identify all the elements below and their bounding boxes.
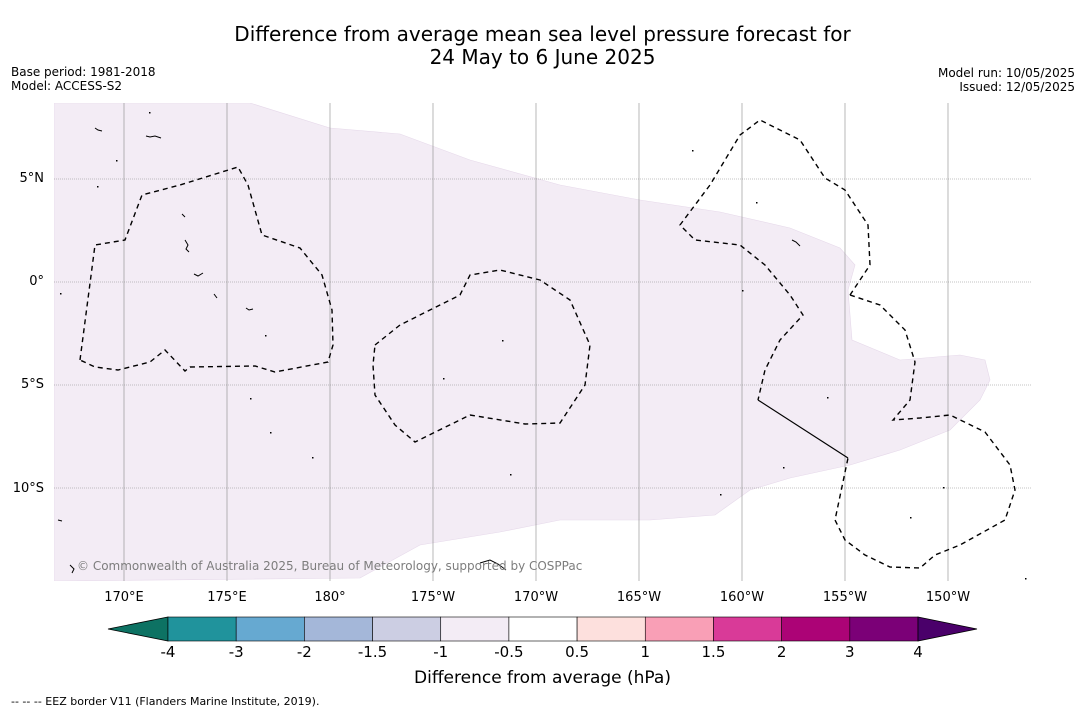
eez-french-polynesia <box>834 294 1016 569</box>
colorbar-tick-label: -2 <box>296 643 312 661</box>
colorbar-tick-label: -1.5 <box>357 643 388 661</box>
lon-label-150w: 150°W <box>925 590 971 605</box>
colorbar-segment <box>440 616 510 642</box>
colorbar-segment <box>304 616 373 642</box>
colorbar-segment <box>644 616 714 642</box>
colorbar-tick-label: -0.5 <box>494 643 524 661</box>
colorbar-tick-label: 1 <box>640 643 651 661</box>
colorbar-tick-label: 1.5 <box>701 643 726 661</box>
colorbar-segment <box>508 616 578 642</box>
title-line-2: 24 May to 6 June 2025 <box>429 45 656 69</box>
colorbar-segment <box>372 616 442 642</box>
colorbar-tick-label: 0.5 <box>565 643 589 661</box>
colorbar-tick-label: 2 <box>776 643 787 661</box>
lon-label-170w: 170°W <box>513 590 559 605</box>
lat-label-5s: 5°S <box>20 377 44 392</box>
colorbar-extend-high <box>917 616 978 642</box>
model-name: Model: ACCESS-S2 <box>11 79 123 93</box>
colorbar-segment <box>713 616 782 642</box>
colorbar-segment <box>235 616 305 642</box>
eez-tokelau <box>372 269 591 443</box>
lat-label-5n: 5°N <box>19 171 45 186</box>
colorbar-segment <box>576 616 646 642</box>
lon-label-155w: 155°W <box>822 590 868 605</box>
eez-borders <box>79 119 1016 569</box>
eez-legend-text: -- -- -- EEZ border V11 (Flanders Marine… <box>11 695 320 708</box>
lon-label-175e: 175°E <box>207 590 247 605</box>
graticule <box>54 103 1031 581</box>
colorbar-tick-label: 4 <box>913 643 923 661</box>
eez-kiribati-line-a <box>679 119 871 401</box>
issued-date: Issued: 12/05/2025 <box>959 80 1075 94</box>
lat-label-10s: 10°S <box>12 481 44 496</box>
colorbar-tick-label: 3 <box>845 643 855 661</box>
colorbar-label: Difference from average (hPa) <box>414 668 671 688</box>
eez-solid-boundary <box>757 399 849 459</box>
islands <box>57 127 801 574</box>
meta-right: Model run: 10/05/2025 Issued: 12/05/2025 <box>938 66 1075 94</box>
colorbar-tick-label: -1 <box>433 643 449 661</box>
lon-label-165w: 165°W <box>616 590 662 605</box>
lon-label-170e: 170°E <box>104 590 144 605</box>
colorbar-segment <box>781 616 851 642</box>
colorbar-segment <box>167 616 237 642</box>
lon-label-175w: 175°W <box>410 590 456 605</box>
colorbar-segment <box>849 616 919 642</box>
colorbar-tick-label: -4 <box>160 643 176 661</box>
title-line-1: Difference from average mean sea level p… <box>234 22 851 46</box>
eez-tuvalu <box>79 166 334 373</box>
lon-label-160w: 160°W <box>719 590 765 605</box>
colorbar-tick-label: -3 <box>228 643 244 661</box>
base-period: Base period: 1981-2018 <box>11 65 156 79</box>
meta-left: Base period: 1981-2018 Model: ACCESS-S2 <box>11 65 156 93</box>
lon-label-180: 180° <box>314 590 346 605</box>
copyright-notice: © Commonwealth of Australia 2025, Bureau… <box>77 559 583 573</box>
island-dots <box>60 112 1027 580</box>
anomaly-region <box>54 103 991 581</box>
lat-label-0: 0° <box>29 274 44 289</box>
colorbar-extend-low <box>107 616 169 642</box>
model-run: Model run: 10/05/2025 <box>937 66 1075 80</box>
